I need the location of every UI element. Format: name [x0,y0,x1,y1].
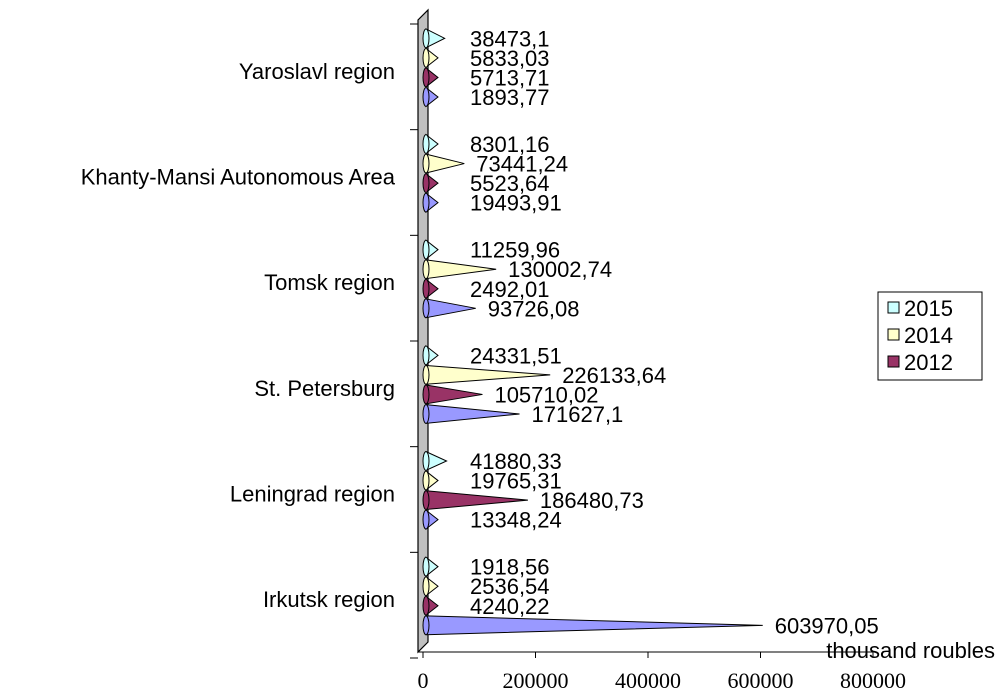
data-label-series1-irkutsk-region: 603970,05 [775,613,879,638]
cone-base-series1-irkutsk-region [422,615,430,636]
cone-base-2014-tomsk-region [422,259,430,280]
data-label-2012-leningrad-region: 186480,73 [540,488,644,513]
data-label-2014-tomsk-region: 130002,74 [508,257,612,282]
data-label-2015-yaroslavl-region: 38473,1 [470,26,550,51]
cone-base-2014-yaroslavl-region [422,48,430,68]
data-label-2015-st-petersburg: 24331,51 [470,343,562,368]
cone-base-2014-leningrad-region [422,470,430,491]
data-label-2012-irkutsk-region: 4240,22 [470,594,550,619]
cone-2014-khanty-mansi-autonomous-area [425,153,465,174]
cone-base-2015-yaroslavl-region [422,28,430,49]
cone-base-2012-irkutsk-region [422,595,430,616]
x-tick-label-0: 0 [418,668,429,693]
data-label-series1-tomsk-region: 93726,08 [488,296,580,321]
legend-swatch-2012 [887,355,900,368]
x-tick-label-4: 800000 [840,668,906,693]
data-label-series1-yaroslavl-region: 1893,77 [470,85,550,110]
data-label-2014-yaroslavl-region: 5833,03 [470,46,550,71]
data-label-2015-irkutsk-region: 1918,56 [470,555,550,580]
data-label-2012-st-petersburg: 105710,02 [494,382,598,407]
legend-swatch-2014 [887,328,900,341]
x-axis-title: thousand roubles [826,638,995,663]
cone-base-2012-leningrad-region [422,490,430,510]
cone-base-2015-tomsk-region [422,239,430,260]
cone-base-2015-khanty-mansi-autonomous-area [422,134,430,154]
cone-base-2015-st-petersburg [422,345,430,366]
cone-base-2012-st-petersburg [422,384,430,405]
x-tick-label-3: 600000 [728,668,794,693]
data-label-2014-khanty-mansi-autonomous-area: 73441,24 [476,152,568,177]
legend-label-2015: 2015 [904,296,953,321]
category-label-irkutsk-region: Irkutsk region [263,587,395,612]
data-label-2015-tomsk-region: 11259,96 [470,238,560,263]
data-label-2012-yaroslavl-region: 5713,71 [470,65,550,90]
category-label-tomsk-region: Tomsk region [264,270,395,295]
cone-base-series1-st-petersburg [422,404,430,424]
legend-label-2014: 2014 [904,323,953,348]
cone-2012-st-petersburg [425,384,483,405]
cone-base-2015-irkutsk-region [422,556,430,577]
cone-base-2014-khanty-mansi-autonomous-area [422,153,430,174]
x-tick-label-2: 400000 [615,668,681,693]
cone-base-2012-yaroslavl-region [422,67,430,88]
cone-base-series1-leningrad-region [422,509,430,530]
data-label-series1-st-petersburg: 171627,1 [532,402,624,427]
data-label-2014-st-petersburg: 226133,64 [562,363,666,388]
cone-series1-tomsk-region [425,298,476,319]
data-label-2015-leningrad-region: 41880,33 [470,449,562,474]
category-label-st-petersburg: St. Petersburg [254,376,395,401]
legend-label-2012: 2012 [904,350,953,375]
cone-base-2014-st-petersburg [422,365,430,385]
cone-base-2014-irkutsk-region [422,576,430,597]
cone-base-series1-khanty-mansi-autonomous-area [422,192,430,213]
legend-swatch-2015 [887,301,900,314]
x-tick-label-1: 200000 [503,668,569,693]
data-label-series1-khanty-mansi-autonomous-area: 19493,91 [470,191,562,216]
data-label-2012-tomsk-region: 2492,01 [470,277,550,302]
cone-base-series1-yaroslavl-region [422,87,430,107]
data-label-series1-leningrad-region: 13348,24 [470,508,562,533]
cone-base-2012-khanty-mansi-autonomous-area [422,173,430,193]
data-label-2015-khanty-mansi-autonomous-area: 8301,16 [470,132,550,157]
cone-base-2012-tomsk-region [422,278,430,299]
data-label-2014-irkutsk-region: 2536,54 [470,574,550,599]
category-label-khanty-mansi-autonomous-area: Khanty-Mansi Autonomous Area [81,165,396,190]
cone-base-2015-leningrad-region [422,451,430,471]
data-label-2014-leningrad-region: 19765,31 [470,469,562,494]
category-label-yaroslavl-region: Yaroslavl region [239,59,395,84]
cone-base-series1-tomsk-region [422,298,430,319]
data-label-2012-khanty-mansi-autonomous-area: 5523,64 [470,171,550,196]
category-label-leningrad-region: Leningrad region [230,482,395,507]
